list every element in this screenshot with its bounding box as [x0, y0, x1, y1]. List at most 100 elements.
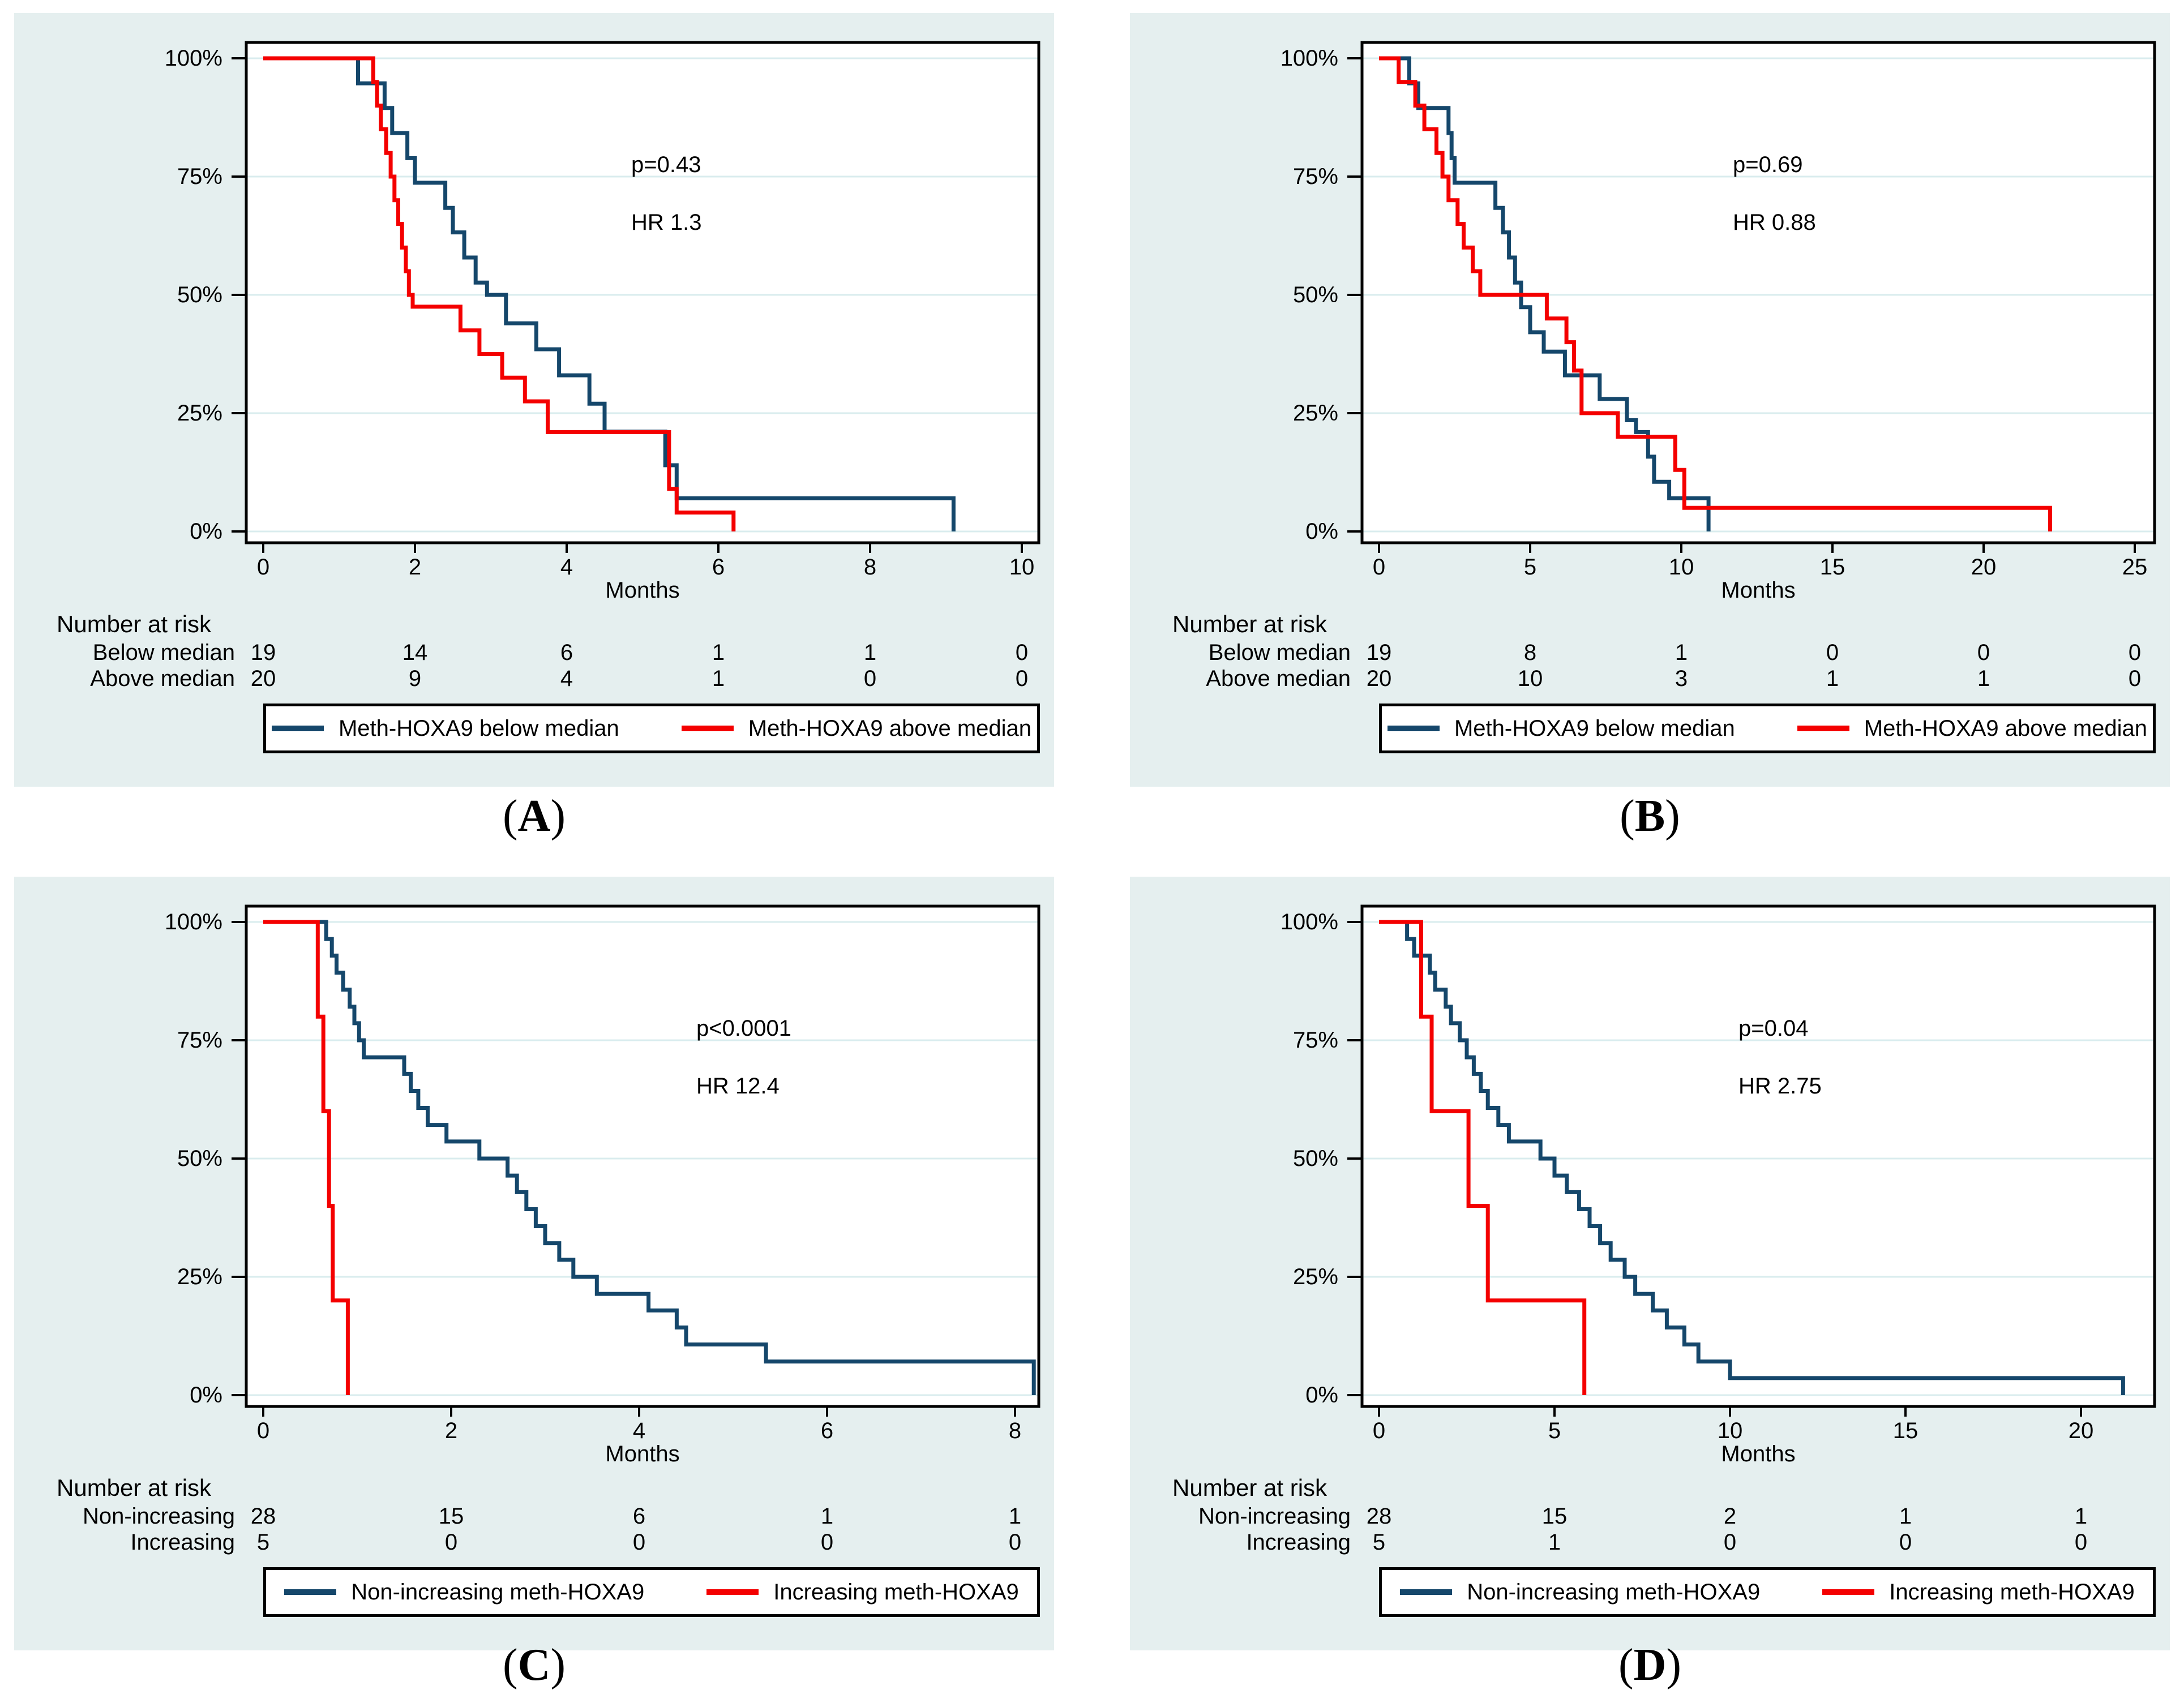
legend-label: Non-increasing meth-HOXA9 [351, 1579, 645, 1605]
y-tick-label: 100% [164, 910, 222, 934]
red-line-swatch [1822, 1589, 1875, 1595]
risk-row-label: Above median [90, 666, 235, 691]
risk-count: 19 [250, 640, 276, 665]
risk-count: 15 [1541, 1504, 1568, 1529]
risk-row: Non-increasing 28 15 6 1 1 [14, 1504, 1054, 1530]
x-tick-label: 8 [863, 555, 877, 580]
legend-label: Non-increasing meth-HOXA9 [1467, 1579, 1761, 1605]
risk-row-label: Increasing [1246, 1530, 1351, 1555]
risk-count: 1 [863, 640, 877, 665]
number-at-risk-title: Number at risk [1172, 1474, 1327, 1501]
risk-count: 1 [2074, 1504, 2088, 1529]
x-tick-label: 6 [820, 1418, 834, 1443]
legend-label: Increasing meth-HOXA9 [1889, 1579, 2135, 1605]
km-panel-c: p<0.0001 HR 12.4 Months Number at risk N… [14, 877, 1054, 1650]
km-panel-d: p=0.04 HR 2.75 Months Number at risk Non… [1130, 877, 2170, 1650]
hazard-ratio-annotation: HR 12.4 [696, 1074, 780, 1099]
y-tick-label: 25% [1292, 401, 1338, 426]
risk-count: 2 [1723, 1504, 1737, 1529]
legend-item: Meth-HOXA9 below median [271, 715, 619, 741]
legend-item: Increasing meth-HOXA9 [706, 1580, 1019, 1605]
y-tick-label: 0% [1305, 519, 1338, 544]
x-tick-label: 2 [444, 1418, 458, 1443]
x-tick-label: 5 [1523, 555, 1537, 580]
y-tick-label: 25% [177, 401, 222, 426]
x-tick-label: 4 [632, 1418, 646, 1443]
km-panel-a: p=0.43 HR 1.3 Months Number at risk Belo… [14, 13, 1054, 787]
x-axis-title: Months [1721, 1442, 1796, 1466]
risk-count: 0 [2128, 640, 2142, 665]
risk-row: Increasing 5 1 0 0 0 [1130, 1530, 2170, 1556]
km-plot-a [232, 41, 1040, 553]
risk-row-label: Below median [1208, 640, 1351, 665]
risk-count: 5 [256, 1530, 270, 1555]
risk-count: 5 [1372, 1530, 1386, 1555]
navy-line-swatch [1400, 1589, 1453, 1595]
risk-count: 1 [712, 640, 725, 665]
x-tick-label: 2 [408, 555, 422, 580]
panel-label-d: (D) [1618, 1640, 1682, 1690]
risk-count: 20 [250, 666, 276, 691]
risk-count: 1 [1977, 666, 1990, 691]
y-tick-label: 75% [1292, 164, 1338, 189]
risk-row-label: Non-increasing [82, 1504, 235, 1529]
navy-line-swatch [271, 726, 324, 731]
risk-count: 6 [632, 1504, 646, 1529]
x-tick-label: 0 [256, 555, 270, 580]
legend-item: Meth-HOXA9 above median [1797, 716, 2147, 741]
risk-row-label: Below median [92, 640, 235, 665]
risk-row: Non-increasing 28 15 2 1 1 [1130, 1504, 2170, 1530]
legend: Meth-HOXA9 below median Meth-HOXA9 above… [263, 704, 1040, 753]
x-tick-label: 25 [2122, 555, 2148, 580]
y-tick-label: 0% [1305, 1383, 1338, 1408]
risk-count: 20 [1366, 666, 1392, 691]
x-axis-title: Months [1721, 578, 1796, 603]
km-panel-b: p=0.69 HR 0.88 Months Number at risk Bel… [1130, 13, 2170, 787]
y-tick-label: 100% [164, 46, 222, 71]
risk-count: 0 [2074, 1530, 2088, 1555]
x-tick-label: 0 [1372, 555, 1386, 580]
legend-item: Increasing meth-HOXA9 [1822, 1580, 2135, 1605]
x-tick-label: 15 [1892, 1418, 1919, 1443]
red-line-swatch [1797, 726, 1849, 731]
y-tick-label: 50% [177, 282, 222, 307]
panel-label-a: (A) [502, 791, 566, 841]
p-value-annotation: p=0.43 [631, 152, 701, 177]
legend: Non-increasing meth-HOXA9 Increasing met… [1379, 1567, 2156, 1617]
risk-count: 0 [632, 1530, 646, 1555]
x-tick-label: 10 [1009, 555, 1035, 580]
x-tick-label: 5 [1548, 1418, 1561, 1443]
risk-count: 15 [438, 1504, 464, 1529]
x-tick-label: 0 [256, 1418, 270, 1443]
x-tick-label: 10 [1668, 555, 1694, 580]
y-tick-label: 25% [1292, 1264, 1338, 1289]
x-axis-title: Months [605, 578, 680, 603]
risk-count: 10 [1517, 666, 1543, 691]
x-tick-label: 20 [2068, 1418, 2094, 1443]
y-tick-label: 25% [177, 1264, 222, 1289]
risk-count: 0 [2128, 666, 2142, 691]
legend-label: Increasing meth-HOXA9 [773, 1579, 1019, 1605]
km-plot-b [1347, 41, 2156, 553]
legend-label: Meth-HOXA9 above median [748, 715, 1032, 741]
p-value-annotation: p=0.04 [1738, 1016, 1809, 1041]
risk-count: 0 [1015, 640, 1029, 665]
risk-row: Above median 20 10 3 1 1 0 [1130, 666, 2170, 692]
risk-row: Increasing 5 0 0 0 0 [14, 1530, 1054, 1556]
risk-count: 1 [712, 666, 725, 691]
y-tick-label: 100% [1280, 46, 1338, 71]
hazard-ratio-annotation: HR 2.75 [1738, 1074, 1822, 1099]
panel-label-b: (B) [1620, 791, 1680, 841]
legend-label: Meth-HOXA9 below median [338, 715, 619, 741]
x-tick-label: 10 [1717, 1418, 1743, 1443]
legend-label: Meth-HOXA9 below median [1454, 715, 1735, 741]
y-tick-label: 50% [1292, 282, 1338, 307]
risk-count: 0 [1899, 1530, 1912, 1555]
x-tick-label: 4 [560, 555, 573, 580]
risk-row: Below median 19 14 6 1 1 0 [14, 640, 1054, 666]
risk-count: 19 [1366, 640, 1392, 665]
risk-count: 9 [408, 666, 422, 691]
p-value-annotation: p<0.0001 [696, 1016, 791, 1041]
risk-count: 3 [1675, 666, 1688, 691]
risk-count: 6 [560, 640, 573, 665]
